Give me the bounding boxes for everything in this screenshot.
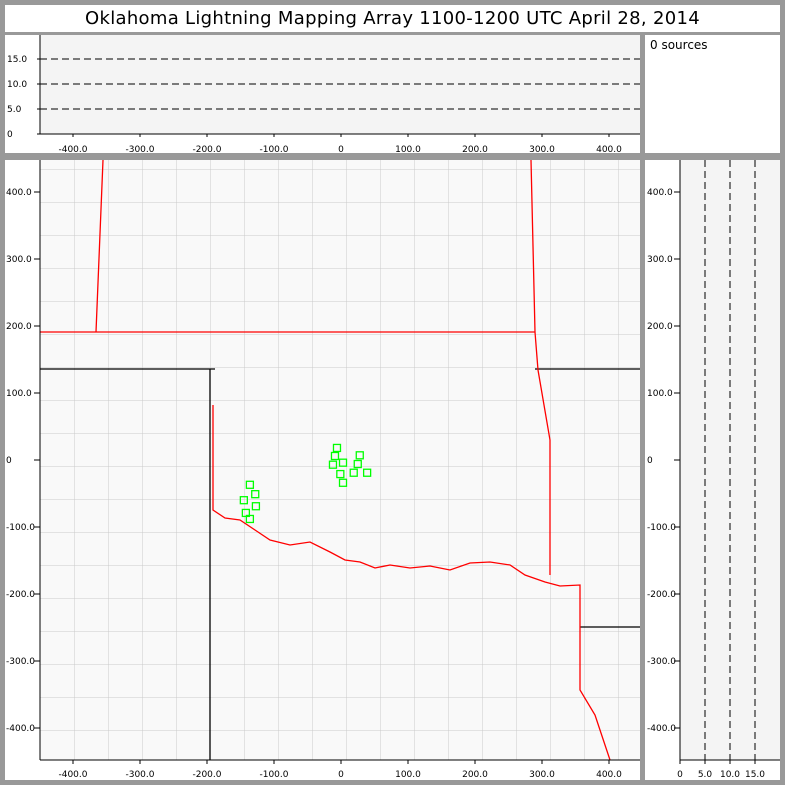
- x-tick-label: 200.0: [462, 770, 488, 780]
- y-tick-label: 400.0: [6, 188, 32, 198]
- alt-tick-label: 5.0: [698, 770, 713, 780]
- lightning-source-marker: [245, 514, 255, 524]
- x-tick-label: -400.0: [58, 145, 87, 155]
- alt-tick-label: 0: [7, 130, 13, 140]
- y-tick-label: 100.0: [6, 389, 32, 399]
- lightning-source-marker: [349, 468, 358, 477]
- x-tick-label: 400.0: [596, 770, 622, 780]
- y-tick-label: -200.0: [6, 590, 35, 600]
- lightning-source-marker: [251, 490, 260, 499]
- lightning-source-marker: [338, 478, 348, 487]
- y-tick-label: 100.0: [647, 389, 673, 399]
- lightning-source-marker: [338, 458, 348, 467]
- alt-tick-label: 15.0: [745, 770, 765, 780]
- lightning-source-marker: [332, 443, 342, 453]
- lightning-source-marker: [362, 468, 372, 477]
- x-tick-label: -200.0: [192, 145, 221, 155]
- alt-tick-label: 15.0: [7, 55, 27, 65]
- x-tick-label: 100.0: [395, 145, 421, 155]
- x-tick-label: 0: [338, 770, 344, 780]
- lightning-source-marker: [330, 451, 340, 461]
- y-tick-label: -200.0: [647, 590, 676, 600]
- x-tick-label: -300.0: [125, 145, 154, 155]
- y-tick-label: 300.0: [6, 255, 32, 265]
- y-tick-label: 0: [647, 456, 653, 466]
- y-tick-label: -100.0: [6, 523, 35, 533]
- x-tick-label: 300.0: [529, 770, 555, 780]
- lightning-source-marker: [353, 459, 362, 469]
- y-tick-label: -300.0: [6, 657, 35, 667]
- alt-tick-label: 10.0: [7, 80, 27, 90]
- lightning-source-marker: [239, 496, 249, 505]
- x-tick-label: -200.0: [192, 770, 221, 780]
- x-tick-label: -400.0: [58, 770, 87, 780]
- state-borders-red: [40, 160, 611, 760]
- state-borders-black: [40, 368, 640, 760]
- lightning-source-marker: [328, 460, 338, 469]
- source-count-panel: 0 sources: [645, 35, 780, 153]
- source-count: 0 sources: [650, 38, 708, 52]
- y-tick-label: 300.0: [647, 255, 673, 265]
- alt-tick-label: 10.0: [720, 770, 740, 780]
- alt-tick-label: 5.0: [7, 105, 22, 115]
- plot-title: Oklahoma Lightning Mapping Array 1100-12…: [5, 5, 780, 32]
- y-tick-label: -400.0: [647, 724, 676, 734]
- y-tick-label: 400.0: [647, 188, 673, 198]
- y-tick-label: 0: [6, 456, 12, 466]
- lightning-source-marker: [336, 469, 345, 479]
- y-tick-label: 200.0: [6, 322, 32, 332]
- x-tick-label: 400.0: [596, 145, 622, 155]
- y-tick-label: -100.0: [647, 523, 676, 533]
- x-tick-label: 0: [338, 145, 344, 155]
- lightning-source-marker: [355, 451, 364, 460]
- lightning-source-marker: [251, 502, 261, 511]
- y-tick-label: -300.0: [647, 657, 676, 667]
- x-tick-label: -300.0: [125, 770, 154, 780]
- x-tick-label: 300.0: [529, 145, 555, 155]
- x-tick-label: -100.0: [259, 770, 288, 780]
- lightning-source-marker: [245, 480, 255, 489]
- x-tick-label: 100.0: [395, 770, 421, 780]
- x-tick-label: -100.0: [259, 145, 288, 155]
- alt-tick-label: 0: [677, 770, 683, 780]
- y-tick-label: -400.0: [6, 724, 35, 734]
- x-tick-label: 200.0: [462, 145, 488, 155]
- y-tick-label: 200.0: [647, 322, 673, 332]
